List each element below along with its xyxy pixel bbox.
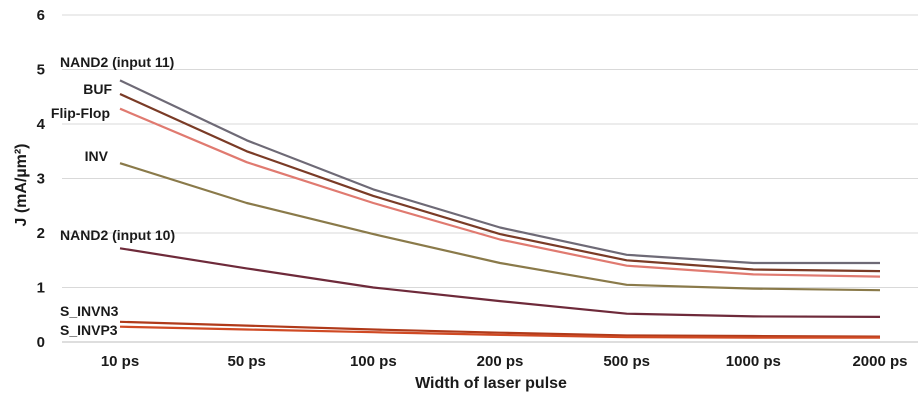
y-tick-label: 1 xyxy=(37,280,45,297)
y-tick-label: 5 xyxy=(37,62,45,79)
gridlines xyxy=(62,14,918,343)
y-tick-label: 0 xyxy=(37,334,45,351)
series-lines xyxy=(119,79,881,339)
series-labels: NAND2 (input 11) BUF Flip-Flop INV NAND2 (in… xyxy=(51,54,175,338)
series-line-flip-flop xyxy=(119,107,881,278)
x-tick-label: 50 ps xyxy=(227,353,265,370)
series-label: NAND2 (input 11) xyxy=(60,54,174,70)
x-tick-label: 2000 ps xyxy=(852,353,907,370)
x-tick-label: 100 ps xyxy=(350,353,397,370)
x-axis-ticks: 10 ps 50 ps 100 ps 200 ps 500 ps 1000 ps 2000 … xyxy=(101,353,908,370)
x-tick-label: 500 ps xyxy=(603,353,650,370)
x-axis-title: Width of laser pulse xyxy=(415,375,567,392)
y-tick-label: 3 xyxy=(37,171,45,188)
y-tick-label: 2 xyxy=(37,225,45,242)
series-label: S_INVN3 xyxy=(60,303,119,319)
series-line-buf xyxy=(119,92,881,273)
series-label: BUF xyxy=(83,81,112,97)
series-line-s-invn3 xyxy=(119,320,881,338)
series-label: NAND2 (input 10) xyxy=(60,227,175,243)
series-label: S_INVP3 xyxy=(60,322,118,338)
y-tick-label: 6 xyxy=(37,7,45,24)
series-label: INV xyxy=(85,148,109,164)
series-line-nand2-input-10 xyxy=(119,247,881,318)
y-axis-title: J (mA/µm²) xyxy=(13,144,30,227)
series-line-inv xyxy=(119,162,881,292)
y-axis-ticks: 0 1 2 3 4 5 6 xyxy=(37,7,46,351)
x-tick-label: 200 ps xyxy=(477,353,524,370)
series-line-s-invp3 xyxy=(119,325,880,339)
x-tick-label: 1000 ps xyxy=(726,353,781,370)
y-tick-label: 4 xyxy=(37,116,46,133)
series-label: Flip-Flop xyxy=(51,105,110,121)
x-tick-label: 10 ps xyxy=(101,353,139,370)
series-line-nand2-input-11 xyxy=(119,79,880,265)
